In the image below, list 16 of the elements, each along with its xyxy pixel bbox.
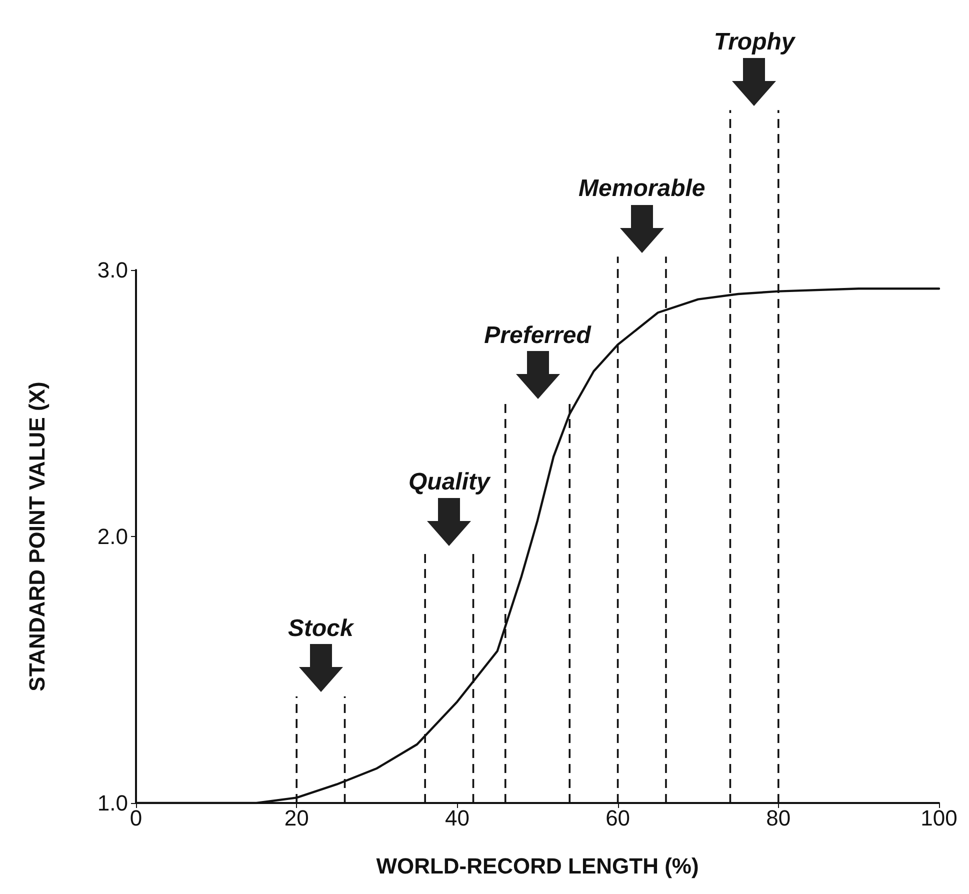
- y-tick-label: 1.0: [97, 790, 128, 816]
- x-tick-label: 60: [606, 806, 630, 830]
- annotation: Quality: [408, 468, 492, 496]
- x-tick-label: 100: [920, 806, 958, 830]
- text: Trophy: [714, 28, 796, 56]
- text: Memorable: [578, 175, 706, 202]
- annotation: Preferred: [484, 322, 592, 349]
- y-tick-label: 3.0: [97, 258, 128, 282]
- x-tick-label: 40: [444, 806, 470, 830]
- y-axis-title: STANDARD POINT VALUE (X): [24, 382, 50, 692]
- x-tick-label: 0: [130, 806, 142, 830]
- annotation: Stock: [288, 614, 356, 642]
- x-axis-title: WORLD-RECORD LENGTH (%): [376, 854, 699, 878]
- x-tick-label: 20: [284, 806, 309, 830]
- x-tick-label: 80: [766, 806, 791, 830]
- y-tick-label: 2.0: [97, 524, 128, 549]
